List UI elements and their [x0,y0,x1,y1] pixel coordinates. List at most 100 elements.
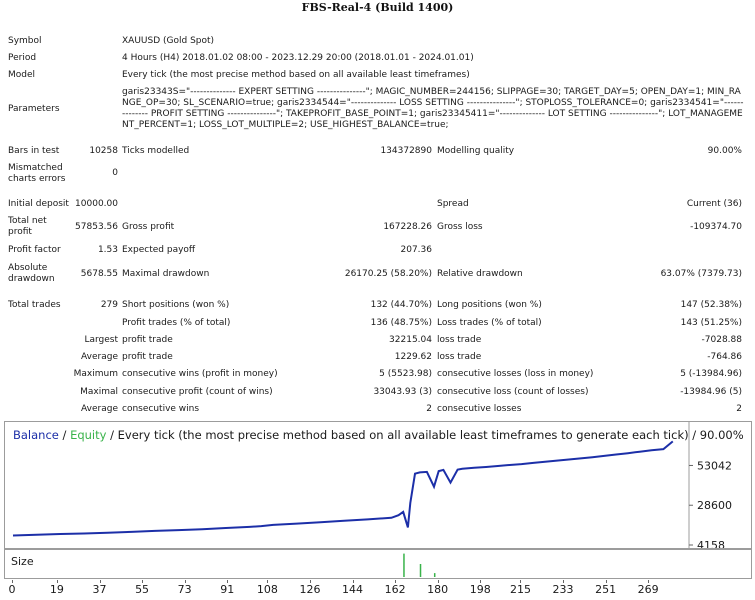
grossprofit-label: Gross profit [122,222,175,232]
model-label: Model [8,70,36,80]
x-tick-label: 73 [177,583,192,596]
reldd-label: Relative drawdown [437,269,523,279]
largest-loss-label: loss trade [437,335,482,345]
largest-profit-value: 32215.04 [389,335,432,345]
netprofit-label: Total net profit [8,216,47,237]
x-tick [267,580,269,583]
x-tick [648,580,650,583]
x-tick [605,580,607,583]
caption-equity: Equity [70,428,107,442]
x-tick-label: 126 [299,583,321,596]
x-tick-label: 215 [509,583,531,596]
long-value: 147 (52.38%) [680,300,742,310]
x-tick [56,580,58,583]
size-bar [433,573,436,577]
maximal-profit-value: 33043.93 (3) [373,387,432,397]
caption-balance: Balance [13,428,59,442]
period-value: 4 Hours (H4) 2018.01.02 08:00 - 2023.12.… [122,53,474,63]
x-axis: 0 19 37 55 73 91 108 126 144 162 180 198 215 233 251 26… [4,580,750,598]
ticks-label: Ticks modelled [122,146,190,156]
reldd-value: 63.07% (7379.73) [660,269,742,279]
losstrades-label: Loss trades (% of total) [437,318,542,328]
maximal-label: Maximal [80,387,118,397]
x-tick [480,580,482,583]
maximum-label: Maximum [73,369,118,379]
x-tick-label: 0 [8,583,16,596]
quality-label: Modelling quality [437,146,515,156]
x-tick-label: 108 [256,583,278,596]
largest-label: Largest [84,335,118,345]
deposit-value: 10000.00 [75,199,118,209]
maximal-loss-label: consecutive loss (count of losses) [437,387,589,397]
max-losses-value: 5 (-13984.96) [680,369,742,379]
pf-value: 1.53 [97,245,118,255]
trades-value: 279 [100,300,118,310]
x-tick-label: 91 [220,583,235,596]
x-tick [352,580,354,583]
mismatch-value: 0 [112,168,118,178]
profittrades-value: 136 (48.75%) [370,318,432,328]
y-tick-label: 4158 [697,539,725,548]
size-bar [419,564,422,577]
report-title: FBS-Real-4 (Build 1400) [301,1,454,14]
netprofit-value: 57853.56 [75,222,118,232]
parameters-value: garis23343S="-------------- EXPERT SETTI… [122,87,744,130]
maxdd-value: 26170.25 (58.20%) [344,269,432,279]
grossloss-value: -109374.70 [690,222,742,232]
x-tick-label: 55 [135,583,150,596]
short-value: 132 (44.70%) [370,300,432,310]
x-tick-label: 198 [469,583,491,596]
grossprofit-value: 167228.26 [383,222,432,232]
x-tick-label: 180 [427,583,449,596]
average-label: Average [81,352,118,362]
x-tick-label: 144 [342,583,364,596]
x-tick [437,580,439,583]
mismatch-label: Mismatched charts errors [8,163,66,184]
payoff-label: Expected payoff [122,245,196,255]
x-tick-label: 162 [384,583,406,596]
balance-plot: 53042 28600 4158 [12,422,732,548]
symbol-value: XAUUSD (Gold Spot) [122,36,215,46]
balance-chart: Balance / Equity / Every tick (the most … [4,421,752,549]
x-tick-label: 251 [595,583,617,596]
losstrades-value: 143 (51.25%) [680,318,742,328]
chart-caption: Balance / Equity / Every tick (the most … [13,428,744,442]
spread-label: Spread [437,199,469,209]
average2-label: Average [81,404,118,414]
series-line-balance [12,440,674,537]
average-profit-value: 1229.62 [394,352,432,362]
bars-label: Bars in test [8,146,60,156]
x-tick [520,580,522,583]
x-tick [99,580,101,583]
bars-value: 10258 [89,146,118,156]
avg-losses-value: 2 [736,404,742,414]
trades-label: Total trades [8,300,61,310]
avg-losses-label: consecutive losses [437,404,522,414]
model-value: Every tick (the most precise method base… [122,70,470,80]
average-profit-label: profit trade [122,352,173,362]
ticks-value: 134372890 [380,146,432,156]
size-bar [403,553,405,577]
max-wins-label: consecutive wins (profit in money) [122,369,278,379]
period-label: Period [8,53,37,63]
x-tick [563,580,565,583]
max-losses-label: consecutive losses (loss in money) [437,369,594,379]
absdd-value: 5678.55 [80,269,118,279]
avg-wins-value: 2 [426,404,432,414]
y-tick-label: 53042 [697,459,732,472]
x-tick [142,580,144,583]
long-label: Long positions (won %) [437,300,542,310]
x-tick [12,580,13,583]
quality-value: 90.00% [707,146,742,156]
parameters-label: Parameters [8,104,60,114]
size-plot [403,553,436,577]
short-label: Short positions (won %) [122,300,230,310]
payoff-value: 207.36 [400,245,433,255]
avg-wins-label: consecutive wins [122,404,200,414]
profittrades-label: Profit trades (% of total) [122,318,231,328]
grossloss-label: Gross loss [437,222,483,232]
y-tick-label: 28600 [697,499,732,512]
x-tick-label: 233 [552,583,574,596]
average-loss-value: -764.86 [707,352,742,362]
caption-description: / Every tick (the most precise method ba… [106,428,744,442]
